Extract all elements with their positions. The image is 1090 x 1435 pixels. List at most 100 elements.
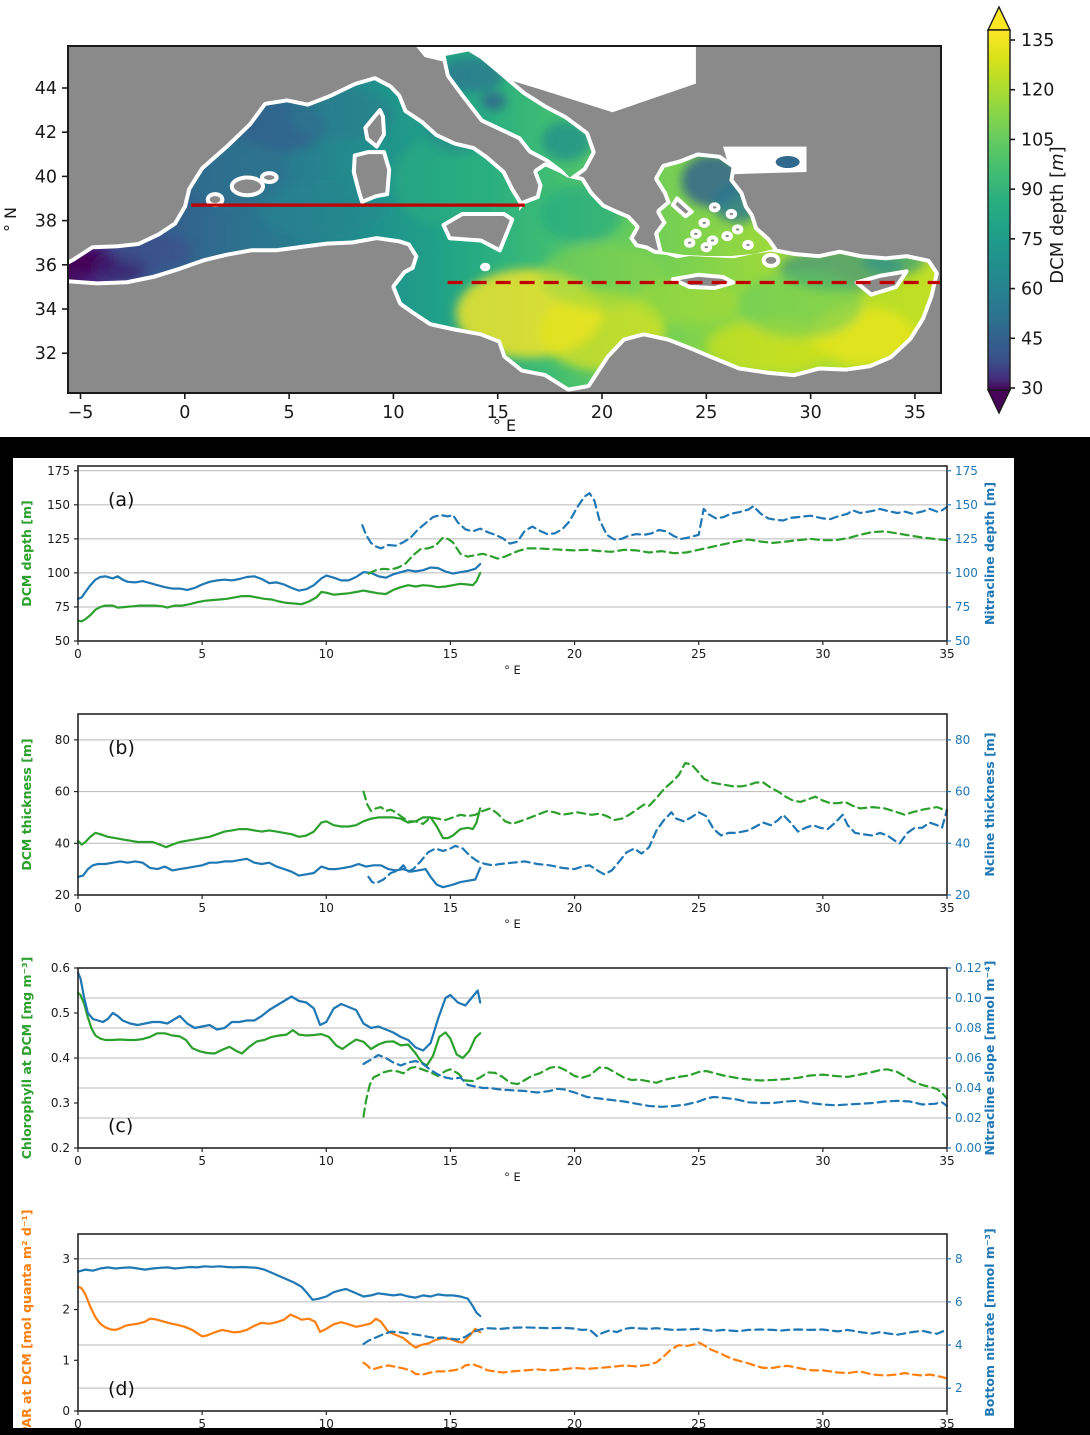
- left-tick-label: 0.5: [51, 1006, 70, 1020]
- right-tick-label: 20: [955, 888, 970, 902]
- right-tick-label: 6: [955, 1295, 963, 1309]
- series-line-dcm-thickness-eastern-transect: [362, 762, 949, 825]
- left-tick-label: 20: [55, 888, 70, 902]
- right-axis-label: Bottom nitrate [mmol m⁻³]: [982, 1228, 997, 1416]
- x-tick-label: 25: [691, 901, 706, 915]
- map-y-tick-label: 44: [35, 79, 57, 99]
- colorbar-tick-label: 135: [1021, 31, 1054, 51]
- series-line-bottom-nitrate-eastern-transect: [362, 1326, 949, 1346]
- x-tick-label: 15: [443, 647, 458, 661]
- right-axis-label: Nitracline slope [mmol m⁻⁴]: [982, 961, 997, 1156]
- series-line-dcm-depth-eastern-transect: [367, 530, 949, 575]
- x-tick-label: 20: [567, 647, 582, 661]
- dcm-depth-map-canvas: −5 0 5 10 15 20 25 30 35 32 34 36 38 40 42 44 ° E ° N 30 45…: [0, 0, 1090, 437]
- series-line-nitracline-depth-western-transect: [76, 563, 482, 600]
- x-tick-label: 30: [815, 901, 830, 915]
- left-tick-label: 3: [62, 1252, 70, 1266]
- right-tick-label: 0.06: [955, 1051, 982, 1065]
- right-tick-label: 175: [955, 464, 978, 478]
- panel-a: 0 5 10 15 20 25 30 35 ° E 50 75 100 125 150 175 DCM dep…: [19, 464, 997, 677]
- right-tick-label: 4: [955, 1338, 963, 1352]
- left-tick-label: 150: [47, 498, 70, 512]
- map-y-tick-label: 36: [35, 256, 57, 276]
- x-axis-label: ° E: [504, 1170, 521, 1184]
- x-tick-label: 25: [691, 1417, 706, 1428]
- x-tick-label: 30: [815, 647, 830, 661]
- right-tick-label: 150: [955, 498, 978, 512]
- x-tick-label: 25: [691, 1154, 706, 1168]
- right-tick-label: 80: [955, 733, 970, 747]
- left-tick-label: 1: [62, 1353, 70, 1367]
- dcm-depth-map-figure: −5 0 5 10 15 20 25 30 35 32 34 36 38 40 42 44 ° E ° N 30 45…: [0, 0, 1090, 437]
- x-tick-label: 25: [691, 647, 706, 661]
- x-tick-label: 10: [319, 901, 334, 915]
- map-x-tick-label: 25: [695, 403, 717, 423]
- map-y-axis-label: ° N: [1, 207, 20, 232]
- map-x-tick-label: 20: [591, 403, 613, 423]
- map-y-tick-label: 38: [35, 212, 57, 232]
- x-tick-label: 5: [198, 1417, 206, 1428]
- right-tick-label: 0.08: [955, 1021, 982, 1035]
- colorbar-tick-label: 45: [1021, 329, 1043, 349]
- series-line-nitracline-thickness-eastern-transect: [367, 808, 949, 885]
- left-tick-label: 0.2: [51, 1141, 70, 1155]
- x-tick-label: 5: [198, 901, 206, 915]
- right-tick-label: 40: [955, 836, 970, 850]
- right-tick-label: 125: [955, 532, 978, 546]
- x-tick-label: 10: [319, 1154, 334, 1168]
- x-tick-label: 10: [319, 647, 334, 661]
- colorbar-tick-label: 120: [1021, 81, 1054, 101]
- panel-letter-label: (a): [108, 489, 134, 511]
- colorbar-lower-arrow: [986, 389, 1012, 415]
- series-line-dcm-thickness-western-transect: [76, 807, 482, 849]
- left-axis-label: DCM thickness [m]: [19, 738, 34, 870]
- series-line-dcm-depth-western-transect: [76, 571, 482, 623]
- right-tick-label: 50: [955, 634, 970, 648]
- left-tick-label: 175: [47, 464, 70, 478]
- series-line-nitracline-depth-eastern-transect: [361, 492, 949, 550]
- left-tick-label: 50: [55, 634, 70, 648]
- panel-b: 0 5 10 15 20 25 30 35 ° E 20 40 60 80 DCM thickness […: [19, 713, 997, 931]
- x-axis-label: ° E: [504, 663, 521, 677]
- map-plot-border: [67, 45, 942, 394]
- x-tick-label: 15: [443, 1417, 458, 1428]
- x-tick-label: 0: [74, 647, 82, 661]
- left-tick-label: 60: [55, 785, 70, 799]
- left-tick-label: 40: [55, 836, 70, 850]
- right-tick-label: 0.00: [955, 1141, 982, 1155]
- right-tick-label: 8: [955, 1252, 963, 1266]
- map-y-tick-label: 34: [35, 300, 57, 320]
- x-tick-label: 20: [567, 1154, 582, 1168]
- map-x-tick-label: 30: [799, 403, 821, 423]
- map-x-tick-label: 15: [487, 403, 509, 423]
- right-tick-label: 60: [955, 785, 970, 799]
- right-tick-label: 100: [955, 566, 978, 580]
- islands: [205, 108, 909, 297]
- map-x-tick-label: 35: [904, 403, 926, 423]
- panel-letter-label: (b): [108, 737, 135, 759]
- series-line-nitracline-slope-western-transect: [76, 971, 482, 1052]
- right-tick-label: 75: [955, 600, 970, 614]
- x-axis-label: ° E: [504, 917, 521, 931]
- x-tick-label: 10: [319, 1417, 334, 1428]
- series-line-nitracline-slope-eastern-transect: [362, 1053, 949, 1108]
- left-tick-label: 0.6: [51, 961, 70, 975]
- left-tick-label: 2: [62, 1303, 70, 1317]
- series-line-bottom-nitrate-western-transect: [76, 1265, 482, 1317]
- panel-letter-label: (c): [108, 1115, 133, 1137]
- x-tick-label: 0: [74, 1154, 82, 1168]
- series-line-par-at-dcm-eastern-transect: [362, 1341, 949, 1380]
- left-tick-label: 125: [47, 532, 70, 546]
- left-tick-label: 0.4: [51, 1051, 70, 1065]
- x-tick-label: 0: [74, 901, 82, 915]
- left-tick-label: 0.3: [51, 1096, 70, 1110]
- right-tick-label: 0.12: [955, 961, 982, 975]
- colorbar-tick-label: 75: [1021, 230, 1043, 250]
- x-tick-label: 20: [567, 1417, 582, 1428]
- colorbar-tick-label: 30: [1021, 379, 1043, 399]
- right-axis-label: Ncline thickness [m]: [982, 732, 997, 876]
- dcm-depth-anomaly-blobs: [68, 56, 926, 374]
- x-tick-label: 0: [74, 1417, 82, 1428]
- left-tick-label: 100: [47, 566, 70, 580]
